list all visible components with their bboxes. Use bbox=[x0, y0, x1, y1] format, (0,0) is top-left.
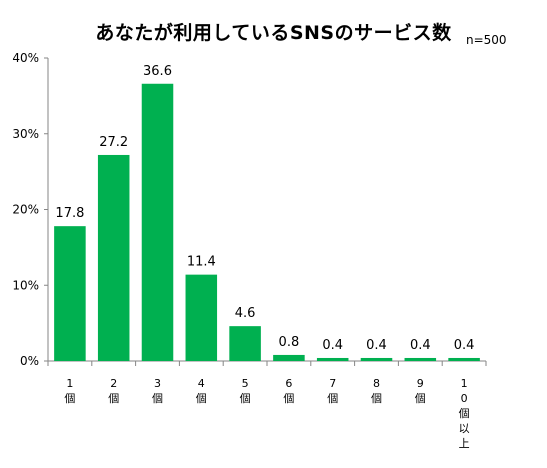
bar-value-label: 27.2 bbox=[99, 135, 128, 150]
x-category-label: 9個 bbox=[415, 377, 426, 405]
x-category-label-char: 8 bbox=[373, 377, 380, 390]
bar bbox=[141, 83, 174, 361]
x-category-label: 7個 bbox=[327, 377, 338, 405]
x-category-label-char: 4 bbox=[198, 377, 205, 390]
bar bbox=[273, 354, 305, 361]
bar-value-label: 0.8 bbox=[279, 335, 300, 350]
bar-value-label: 0.4 bbox=[454, 338, 475, 353]
bar bbox=[185, 274, 218, 361]
x-category-label-char: 個 bbox=[415, 392, 426, 405]
x-category-label: 5個 bbox=[240, 377, 251, 405]
bar-value-label: 36.6 bbox=[143, 64, 172, 79]
bar-value-label: 11.4 bbox=[187, 255, 216, 270]
x-category-label-char: 1 bbox=[66, 377, 73, 390]
x-category-label-char: 6 bbox=[285, 377, 292, 390]
x-category-label-char: 個 bbox=[196, 392, 207, 405]
x-category-label-char: 個 bbox=[459, 407, 470, 420]
x-category-label-char: 個 bbox=[64, 392, 75, 405]
bar bbox=[448, 357, 480, 361]
bar bbox=[229, 326, 261, 361]
x-category-label-char: 7 bbox=[329, 377, 336, 390]
x-category-label: 8個 bbox=[371, 377, 382, 405]
x-category-label-char: 個 bbox=[327, 392, 338, 405]
x-category-label-char: 個 bbox=[283, 392, 294, 405]
x-category-label-char: 個 bbox=[240, 392, 251, 405]
bar bbox=[404, 357, 437, 361]
x-category-label: 4個 bbox=[196, 377, 207, 405]
y-tick-label: 10% bbox=[12, 278, 39, 292]
bar bbox=[316, 357, 349, 361]
chart-title: あなたが利用しているSNSのサービス数 bbox=[95, 22, 452, 44]
x-category-label-char: 以 bbox=[459, 422, 470, 435]
y-tick-label: 0% bbox=[20, 354, 39, 368]
bar-value-label: 4.6 bbox=[235, 306, 256, 321]
bar-value-label: 17.8 bbox=[55, 206, 84, 221]
x-category-label-char: 5 bbox=[242, 377, 249, 390]
y-tick-label: 30% bbox=[12, 127, 39, 141]
x-category-label-char: 3 bbox=[154, 377, 161, 390]
x-category-label-char: 1 bbox=[461, 377, 468, 390]
y-tick-label: 20% bbox=[12, 203, 39, 217]
bar-value-label: 0.4 bbox=[366, 338, 387, 353]
x-category-label-char: 0 bbox=[461, 392, 468, 405]
bar bbox=[360, 357, 393, 361]
bar-value-label: 0.4 bbox=[322, 338, 343, 353]
x-category-label: 3個 bbox=[152, 377, 163, 405]
x-category-label-char: 個 bbox=[371, 392, 382, 405]
x-category-label-char: 2 bbox=[110, 377, 117, 390]
bar-value-label: 0.4 bbox=[410, 338, 431, 353]
bar bbox=[97, 154, 130, 361]
x-category-label: 6個 bbox=[283, 377, 294, 405]
bar bbox=[54, 226, 86, 361]
x-category-label-char: 個 bbox=[108, 392, 119, 405]
x-category-label: 1個 bbox=[64, 377, 75, 405]
sample-size-label: n=500 bbox=[466, 33, 507, 47]
y-tick-label: 40% bbox=[12, 51, 39, 65]
x-category-label: 1 0 個以上 bbox=[459, 377, 470, 450]
x-category-label-char: 9 bbox=[417, 377, 424, 390]
x-category-label-char: 上 bbox=[459, 437, 470, 450]
x-category-label-char: 個 bbox=[152, 392, 163, 405]
x-category-label: 2個 bbox=[108, 377, 119, 405]
